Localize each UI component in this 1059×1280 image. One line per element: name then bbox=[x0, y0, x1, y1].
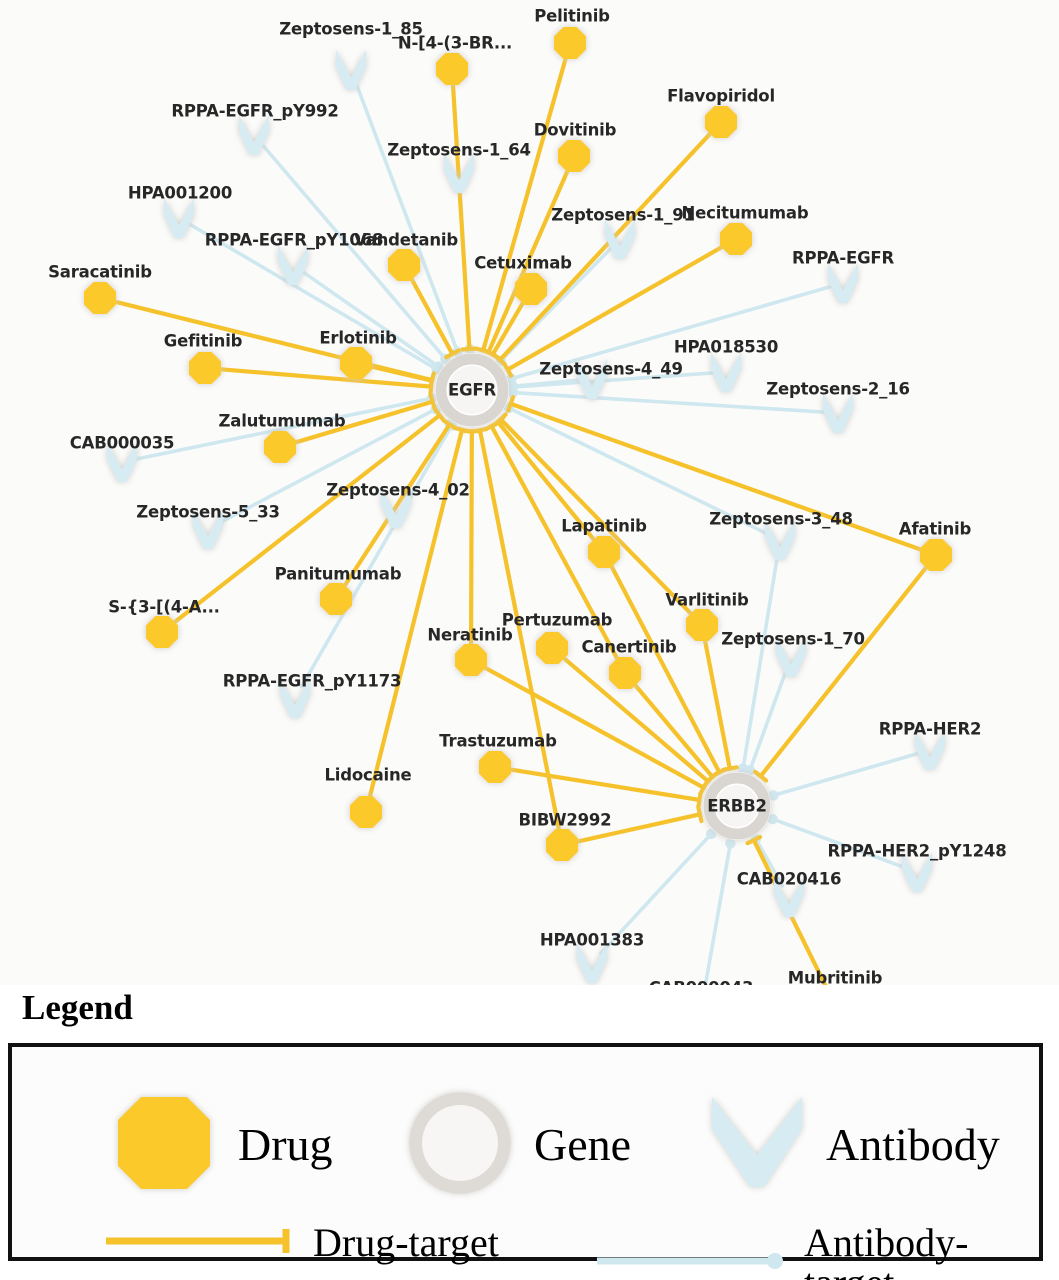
drug-node[interactable] bbox=[720, 223, 752, 255]
antibody-node[interactable] bbox=[164, 198, 194, 238]
drug-target-edge bbox=[631, 680, 720, 784]
drug-node[interactable] bbox=[588, 536, 620, 568]
antibody-node[interactable] bbox=[774, 877, 804, 917]
antibody-node[interactable] bbox=[381, 488, 411, 528]
antibody-node[interactable] bbox=[577, 359, 607, 399]
antibody-target-edge bbox=[703, 838, 736, 985]
antibody-target-edge bbox=[507, 387, 827, 414]
antibody-target-edge-icon bbox=[595, 1244, 790, 1280]
legend-label-drug: Drug bbox=[238, 1119, 333, 1170]
gene-node[interactable] bbox=[435, 353, 509, 427]
legend-item-drug-target: Drug-target bbox=[104, 1223, 499, 1263]
drug-target-edge bbox=[450, 79, 479, 352]
drug-target-edge bbox=[484, 298, 527, 361]
gene-donut-icon bbox=[400, 1083, 520, 1207]
drug-node[interactable] bbox=[558, 140, 590, 172]
drug-node[interactable] bbox=[340, 347, 372, 379]
antibody-node[interactable] bbox=[193, 509, 223, 549]
network-svg bbox=[84, 27, 952, 985]
antibody-target-edge bbox=[599, 828, 717, 956]
legend-title: Legend bbox=[22, 988, 133, 1027]
drug-target-edge bbox=[493, 412, 696, 618]
drug-target-edge bbox=[506, 395, 926, 553]
network-canvas: Zeptosens-1_85 RPPA-EGFR_pY992 Zeptosens-1… bbox=[48, 6, 1007, 985]
drug-node[interactable] bbox=[146, 616, 178, 648]
antibody-node[interactable] bbox=[278, 245, 308, 285]
drug-target-edge bbox=[470, 426, 562, 835]
drug-node[interactable] bbox=[609, 657, 641, 689]
antibody-node[interactable] bbox=[776, 637, 806, 677]
antibody-node[interactable] bbox=[107, 442, 137, 482]
antibody-node[interactable] bbox=[823, 393, 853, 433]
drug-target-edge bbox=[505, 766, 703, 809]
drug-target-edge bbox=[572, 805, 704, 845]
antibody-node[interactable] bbox=[902, 852, 932, 892]
gene-node[interactable] bbox=[703, 772, 771, 840]
drug-node[interactable] bbox=[920, 539, 952, 571]
antibody-target-edge bbox=[768, 751, 920, 801]
antibody-node[interactable] bbox=[605, 219, 635, 259]
legend-item-gene: Gene bbox=[400, 1083, 631, 1207]
antibody-chevron-icon bbox=[702, 1083, 812, 1207]
drug-octagon-icon bbox=[104, 1083, 224, 1207]
drug-node[interactable] bbox=[455, 644, 487, 676]
antibody-node[interactable] bbox=[280, 678, 310, 718]
legend-item-antibody-target: Antibody-target bbox=[595, 1223, 1039, 1280]
legend-box: Drug Gene Antibody bbox=[8, 1043, 1043, 1280]
drug-node[interactable] bbox=[436, 53, 468, 85]
edges-layer bbox=[110, 53, 931, 985]
drug-target-edge bbox=[462, 428, 481, 650]
drug-node[interactable] bbox=[686, 609, 718, 641]
drug-target-edge-icon bbox=[104, 1224, 299, 1262]
legend-label-antibody: Antibody bbox=[826, 1119, 1000, 1170]
drug-node[interactable] bbox=[388, 249, 420, 281]
drug-node[interactable] bbox=[189, 352, 221, 384]
antibody-node[interactable] bbox=[577, 943, 607, 983]
drug-node[interactable] bbox=[546, 829, 578, 861]
drug-target-edge bbox=[366, 363, 436, 390]
antibody-node[interactable] bbox=[915, 730, 945, 770]
antibody-target-edge bbox=[507, 378, 581, 392]
legend-label-antibody-target: Antibody-target bbox=[804, 1220, 969, 1280]
antibody-node[interactable] bbox=[828, 263, 858, 303]
antibody-target-edge bbox=[744, 667, 789, 776]
antibody-target-edge bbox=[503, 402, 771, 537]
antibody-target-edge bbox=[737, 551, 780, 774]
antibody-target-edge bbox=[301, 270, 444, 372]
drug-node[interactable] bbox=[479, 751, 511, 783]
antibody-target-edge bbox=[767, 813, 907, 870]
antibody-node[interactable] bbox=[444, 153, 474, 193]
drug-node[interactable] bbox=[264, 431, 296, 463]
drug-target-edge bbox=[502, 243, 727, 378]
drug-node[interactable] bbox=[320, 583, 352, 615]
drug-target-edge bbox=[702, 635, 739, 773]
legend: Legend Drug Gene bbox=[0, 985, 1059, 1280]
drug-node[interactable] bbox=[515, 273, 547, 305]
drug-target-edge bbox=[408, 274, 461, 360]
legend-label-drug-target: Drug-target bbox=[313, 1220, 499, 1265]
antibody-node[interactable] bbox=[765, 520, 795, 560]
drug-node[interactable] bbox=[350, 796, 382, 828]
drug-node[interactable] bbox=[536, 632, 568, 664]
drug-node[interactable] bbox=[705, 106, 737, 138]
drug-target-edge bbox=[290, 392, 437, 446]
antibody-node[interactable] bbox=[239, 115, 269, 155]
antibody-node[interactable] bbox=[336, 50, 366, 90]
antibody-node[interactable] bbox=[711, 352, 741, 392]
legend-label-gene: Gene bbox=[534, 1119, 632, 1170]
drug-node[interactable] bbox=[84, 282, 116, 314]
nodes-layer bbox=[84, 27, 952, 983]
legend-item-antibody: Antibody bbox=[702, 1083, 1000, 1207]
legend-item-drug: Drug bbox=[104, 1083, 333, 1207]
drug-target-edge bbox=[753, 563, 931, 783]
drug-node[interactable] bbox=[554, 27, 586, 59]
